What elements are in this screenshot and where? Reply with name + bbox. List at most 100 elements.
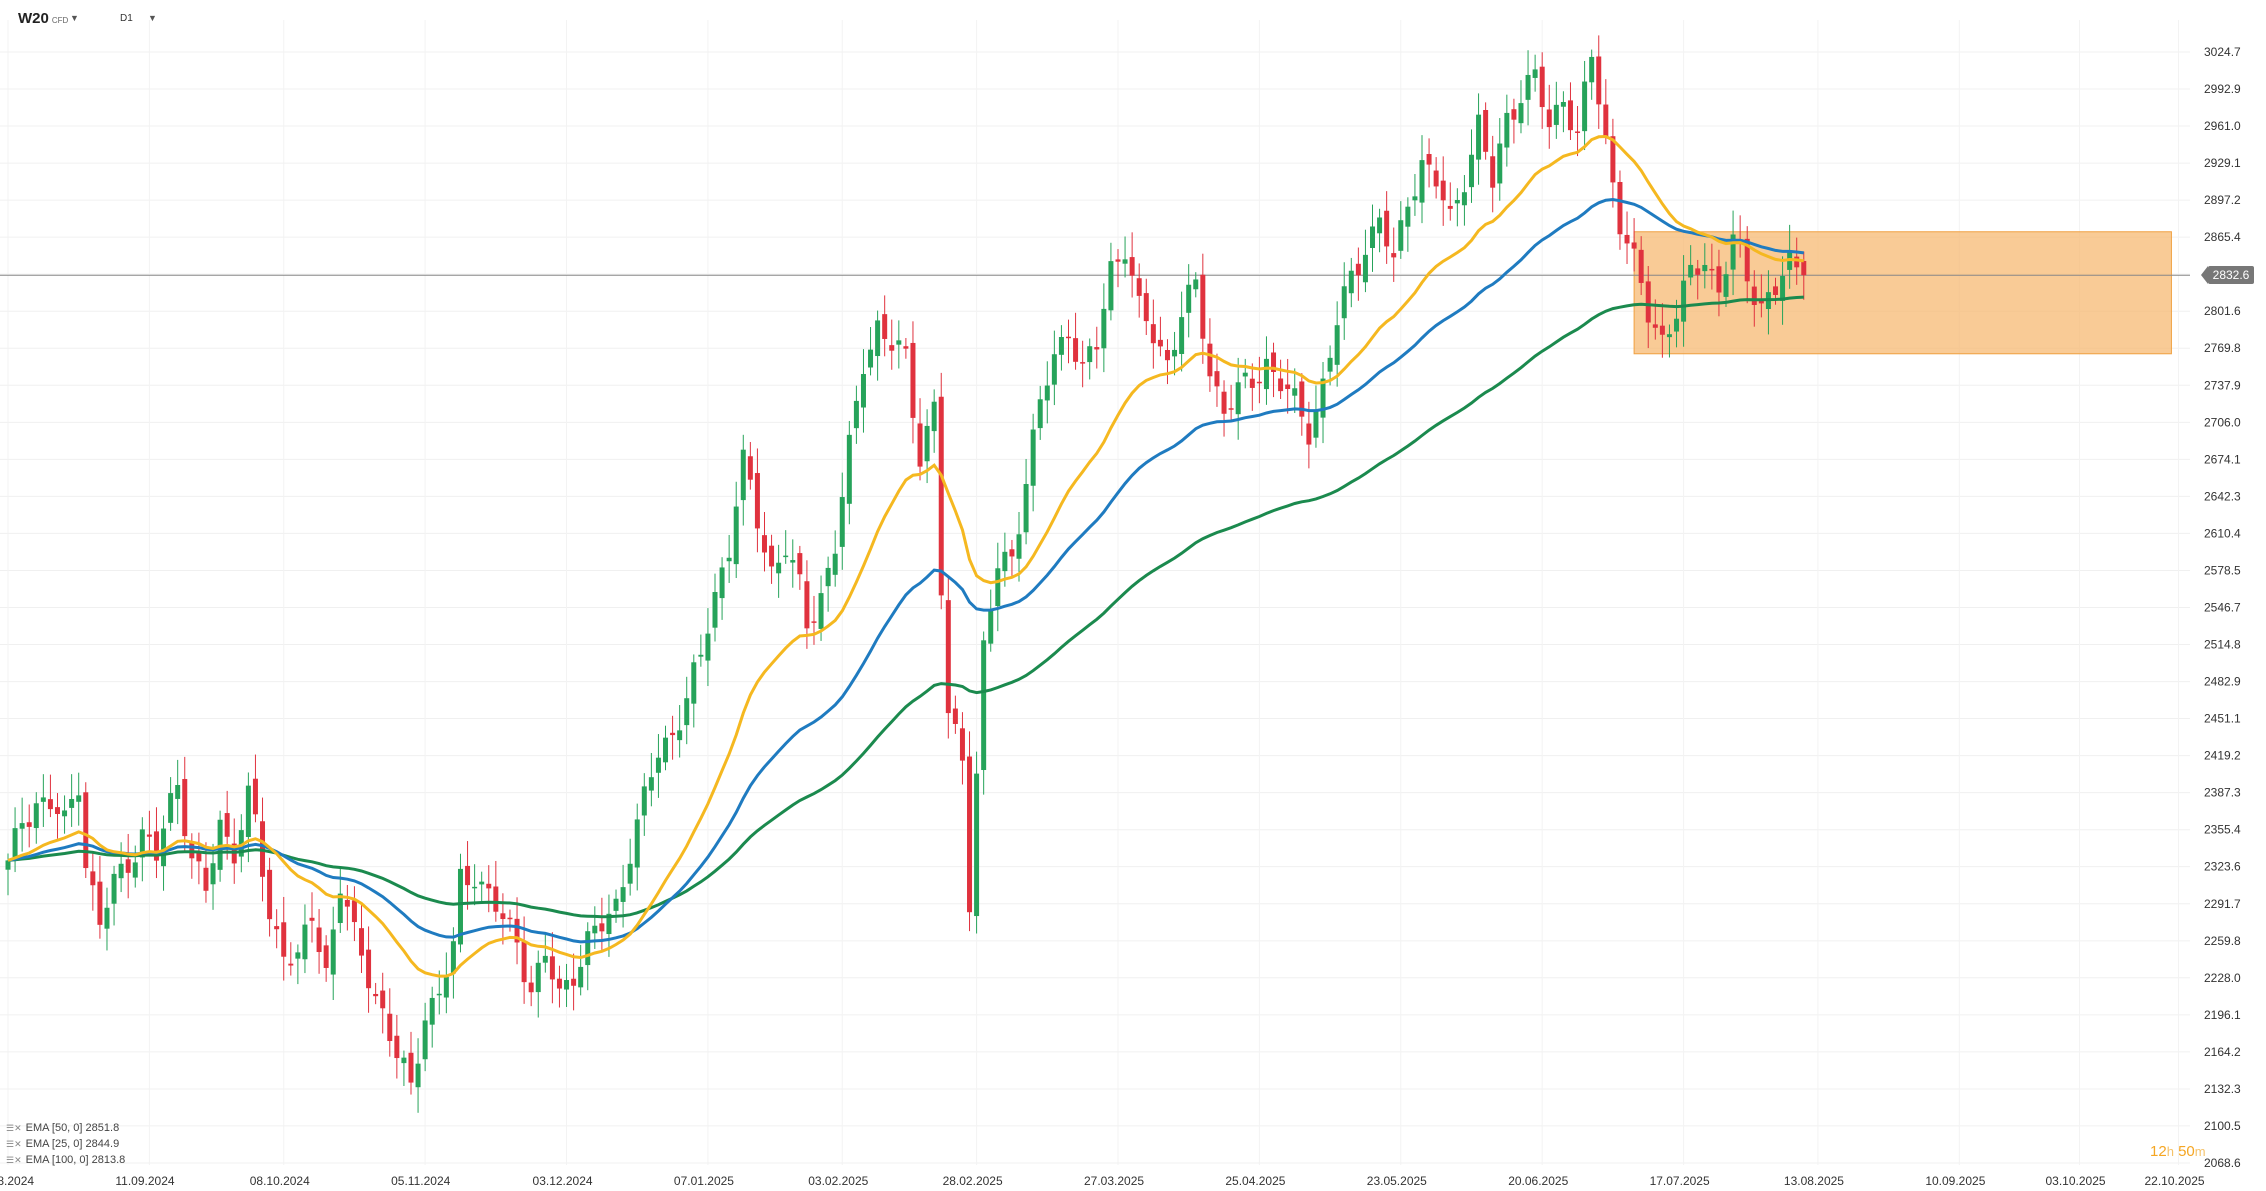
candle-body[interactable] [83, 792, 89, 869]
candle-body[interactable] [1433, 170, 1439, 187]
candle-body[interactable] [1341, 286, 1347, 319]
candle-body[interactable] [1518, 103, 1524, 124]
candle-body[interactable] [1348, 270, 1354, 294]
candle-body[interactable] [769, 545, 775, 567]
candle-body[interactable] [1794, 256, 1800, 268]
candle-body[interactable] [1384, 210, 1390, 247]
candle-body[interactable] [733, 506, 739, 565]
candle-body[interactable] [592, 925, 598, 934]
candle-body[interactable] [1596, 56, 1602, 105]
candle-body[interactable] [472, 886, 478, 889]
candle-body[interactable] [1002, 551, 1008, 572]
candle-body[interactable] [1744, 238, 1750, 282]
candle-body[interactable] [401, 1057, 407, 1064]
candle-body[interactable] [1235, 382, 1241, 415]
candle-body[interactable] [959, 728, 965, 761]
candle-body[interactable] [443, 976, 449, 998]
candle-body[interactable] [118, 863, 124, 879]
candle-body[interactable] [146, 834, 152, 837]
candle-body[interactable] [1419, 160, 1425, 203]
candle-body[interactable] [1539, 66, 1545, 108]
candle-body[interactable] [535, 962, 541, 993]
candle-body[interactable] [1066, 336, 1071, 339]
candle-body[interactable] [832, 553, 838, 575]
candle-body[interactable] [1009, 549, 1015, 557]
candle-body[interactable] [359, 928, 364, 956]
candle-body[interactable] [1122, 259, 1128, 264]
candle-body[interactable] [330, 929, 336, 975]
candle-body[interactable] [1483, 110, 1489, 152]
candle-body[interactable] [1200, 274, 1206, 339]
candle-body[interactable] [1299, 381, 1305, 417]
candle-body[interactable] [776, 562, 782, 574]
candle-body[interactable] [436, 993, 442, 996]
candle-body[interactable] [1461, 192, 1467, 206]
candle-body[interactable] [585, 931, 591, 966]
candle-body[interactable] [1610, 136, 1616, 183]
candle-body[interactable] [479, 881, 485, 885]
candle-body[interactable] [606, 913, 612, 935]
candle-body[interactable] [790, 560, 796, 563]
candle-body[interactable] [1405, 206, 1411, 227]
candle-body[interactable] [1044, 385, 1050, 401]
candle-body[interactable] [1263, 358, 1269, 390]
candle-body[interactable] [465, 865, 471, 886]
candle-body[interactable] [1023, 484, 1029, 533]
candle-body[interactable] [1030, 429, 1036, 486]
candle-body[interactable] [33, 803, 39, 829]
candle-body[interactable] [1058, 337, 1064, 355]
candle-body[interactable] [882, 314, 888, 339]
candle-body[interactable] [797, 553, 803, 575]
legend-ema100[interactable]: ☰✕ EMA [100, 0] 2813.8 [6, 1152, 125, 1168]
candle-body[interactable] [1242, 372, 1248, 377]
candle-body[interactable] [1560, 101, 1566, 107]
candle-body[interactable] [316, 927, 322, 953]
candle-body[interactable] [366, 949, 372, 989]
candle-body[interactable] [1172, 349, 1178, 357]
candle-body[interactable] [754, 473, 760, 529]
candle-body[interactable] [493, 886, 499, 912]
candle-body[interactable] [19, 823, 25, 829]
candle-body[interactable] [196, 852, 202, 862]
candle-body[interactable] [1624, 234, 1630, 244]
candle-body[interactable] [380, 990, 386, 1009]
candle-body[interactable] [1334, 325, 1340, 365]
candle-body[interactable] [1688, 264, 1694, 278]
candle-body[interactable] [373, 993, 379, 997]
candle-body[interactable] [224, 813, 230, 837]
candle-body[interactable] [139, 829, 145, 858]
candle-body[interactable] [896, 340, 902, 345]
candle-body[interactable] [309, 917, 315, 921]
candle-body[interactable] [549, 956, 555, 980]
candle-body[interactable] [670, 732, 676, 736]
candle-body[interactable] [931, 401, 937, 432]
candle-body[interactable] [1136, 278, 1142, 296]
settings-icon[interactable]: ☰✕ [6, 1155, 22, 1165]
candle-body[interactable] [1723, 274, 1729, 297]
candle-body[interactable] [634, 819, 640, 868]
candle-body[interactable] [1666, 334, 1672, 338]
candle-body[interactable] [450, 941, 456, 974]
candle-body[interactable] [1115, 259, 1121, 262]
candle-body[interactable] [1391, 253, 1397, 258]
candle-body[interactable] [903, 346, 909, 349]
candle-body[interactable] [1758, 299, 1764, 304]
candle-body[interactable] [12, 828, 18, 861]
candle-body[interactable] [846, 434, 852, 504]
candle-body[interactable] [1773, 286, 1778, 295]
candle-body[interactable] [1589, 56, 1595, 83]
candle-body[interactable] [1278, 378, 1284, 392]
candle-body[interactable] [1271, 352, 1277, 372]
support-resistance-zone[interactable] [1633, 231, 2172, 355]
candle-body[interactable] [415, 1063, 421, 1088]
candle-body[interactable] [1476, 114, 1482, 160]
candle-body[interactable] [1504, 112, 1510, 148]
candle-body[interactable] [125, 859, 131, 873]
candle-body[interactable] [323, 945, 329, 968]
candle-body[interactable] [1037, 399, 1043, 429]
candle-body[interactable] [76, 795, 82, 802]
candle-body[interactable] [974, 773, 980, 917]
candle-body[interactable] [1214, 371, 1220, 387]
candle-body[interactable] [1440, 180, 1446, 201]
